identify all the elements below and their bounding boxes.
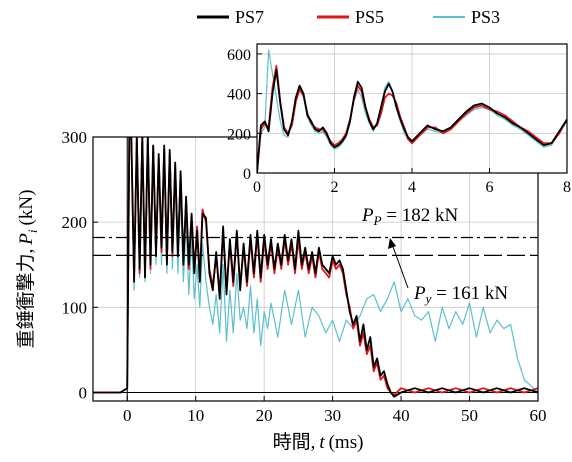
x-axis-label-unit: (ms): [329, 432, 364, 453]
x-tick-label-0-1: 10: [187, 406, 204, 425]
x-tick-label-1-0: 0: [253, 179, 261, 196]
ref-label-pp-sym: P: [361, 205, 374, 226]
svg-text:PP = 182 kN: PP = 182 kN: [361, 205, 459, 228]
reference-lines: [93, 236, 538, 256]
y-tick-label-1-0: 0: [243, 166, 251, 183]
x-tick-label-0-5: 50: [461, 406, 478, 425]
ref-label-pp-sub: P: [373, 213, 382, 228]
legend-label-ps3: PS3: [471, 7, 500, 27]
x-axis-label-text: 時間,: [273, 431, 316, 453]
y-tick-label-1-3: 600: [227, 47, 251, 64]
main-series: [93, 137, 538, 398]
series-line-ps7-1: [257, 68, 567, 173]
legend-label-ps7: PS7: [235, 7, 264, 27]
ref-label-pp: PP = 182 kN: [361, 205, 459, 228]
x-axis-label: 時間, t (ms): [273, 431, 364, 453]
y-tick-label-0-1: 100: [62, 298, 88, 317]
series-line-ps7-0: [93, 137, 538, 398]
x-tick-label-1-3: 6: [486, 179, 494, 196]
y-axis-label-unit: (kN): [16, 190, 37, 226]
x-tick-label-0-2: 20: [256, 406, 273, 425]
x-tick-label-1-1: 2: [331, 179, 339, 196]
inset-series: [257, 49, 567, 173]
y-axis-label-text: 重錘衝撃力,: [15, 249, 37, 349]
ref-label-pp-value: = 182 kN: [382, 205, 459, 226]
legend-label-ps5: PS5: [355, 7, 384, 27]
x-tick-label-1-2: 4: [408, 179, 416, 196]
legend: PS7 PS5 PS3: [197, 7, 500, 27]
y-axis-label: 重錘衝撃力, Pi (kN): [15, 190, 40, 349]
ref-label-py: Py = 161 kN: [413, 283, 508, 306]
py-arrow-line: [391, 243, 409, 289]
y-tick-label-1-2: 400: [227, 87, 251, 104]
x-tick-label-1-4: 8: [563, 179, 571, 196]
x-tick-label-0-6: 60: [530, 406, 547, 425]
y-tick-label-0-0: 0: [79, 383, 88, 402]
x-tick-label-0-3: 30: [324, 406, 341, 425]
py-arrow-head: [388, 238, 396, 249]
ref-label-py-sub: y: [424, 291, 432, 306]
x-axis-label-var: t: [319, 432, 325, 453]
y-axis-label-var: P: [16, 233, 37, 246]
ref-label-py-value: = 161 kN: [431, 283, 508, 304]
svg-text:Py = 161 kN: Py = 161 kN: [413, 283, 508, 306]
ref-label-py-sym: P: [413, 283, 426, 304]
y-axis-label-sub: i: [25, 229, 40, 233]
x-tick-label-0-0: 0: [123, 406, 132, 425]
y-tick-label-0-2: 200: [62, 213, 88, 232]
y-tick-label-1-1: 200: [227, 126, 251, 143]
x-tick-label-0-4: 40: [393, 406, 410, 425]
inset-tick-labels: 0 2 4 6 8 0 200 400 600: [227, 47, 571, 196]
y-tick-label-0-3: 300: [62, 128, 88, 147]
